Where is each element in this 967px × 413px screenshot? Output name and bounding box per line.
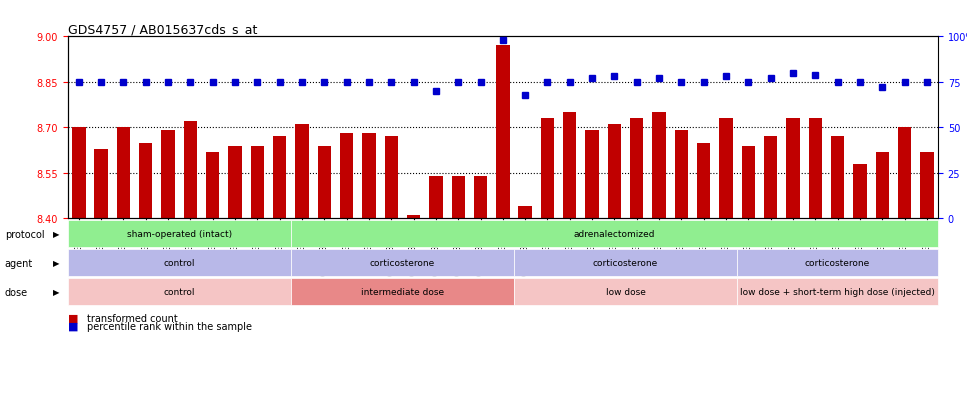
- Text: corticosterone: corticosterone: [369, 259, 435, 268]
- Bar: [161, 131, 175, 219]
- Bar: [95, 149, 108, 219]
- Bar: [340, 134, 353, 219]
- Text: GDS4757 / AB015637cds_s_at: GDS4757 / AB015637cds_s_at: [68, 23, 257, 36]
- Text: intermediate dose: intermediate dose: [361, 288, 444, 297]
- Bar: [295, 125, 308, 219]
- Bar: [719, 119, 733, 219]
- Bar: [363, 134, 375, 219]
- Bar: [228, 146, 242, 219]
- Text: control: control: [163, 288, 195, 297]
- Text: agent: agent: [5, 258, 33, 268]
- Text: ■: ■: [68, 313, 78, 323]
- Bar: [541, 119, 554, 219]
- Bar: [630, 119, 643, 219]
- Text: low dose: low dose: [605, 288, 646, 297]
- Text: adrenalectomized: adrenalectomized: [573, 230, 656, 239]
- Text: low dose + short-term high dose (injected): low dose + short-term high dose (injecte…: [740, 288, 935, 297]
- Bar: [786, 119, 800, 219]
- Bar: [474, 176, 487, 219]
- Text: ■: ■: [68, 321, 78, 331]
- Bar: [273, 137, 286, 219]
- Bar: [496, 46, 510, 219]
- Bar: [831, 137, 844, 219]
- Text: transformed count: transformed count: [87, 313, 178, 323]
- Bar: [184, 122, 197, 219]
- Bar: [206, 152, 220, 219]
- Bar: [317, 146, 331, 219]
- Bar: [808, 119, 822, 219]
- Bar: [563, 113, 576, 219]
- Text: ▶: ▶: [53, 259, 60, 268]
- Bar: [117, 128, 131, 219]
- Bar: [139, 143, 153, 219]
- Bar: [853, 164, 866, 219]
- Text: percentile rank within the sample: percentile rank within the sample: [87, 321, 252, 331]
- Bar: [921, 152, 933, 219]
- Bar: [250, 146, 264, 219]
- Bar: [675, 131, 689, 219]
- Text: corticosterone: corticosterone: [593, 259, 659, 268]
- Bar: [742, 146, 755, 219]
- Bar: [518, 207, 532, 219]
- Bar: [407, 216, 421, 219]
- Bar: [607, 125, 621, 219]
- Text: ▶: ▶: [53, 230, 60, 239]
- Bar: [897, 128, 911, 219]
- Text: sham-operated (intact): sham-operated (intact): [127, 230, 232, 239]
- Bar: [697, 143, 711, 219]
- Bar: [875, 152, 889, 219]
- Bar: [452, 176, 465, 219]
- Text: dose: dose: [5, 287, 28, 297]
- Bar: [653, 113, 665, 219]
- Text: corticosterone: corticosterone: [805, 259, 870, 268]
- Text: control: control: [163, 259, 195, 268]
- Bar: [73, 128, 85, 219]
- Text: ▶: ▶: [53, 288, 60, 297]
- Bar: [385, 137, 398, 219]
- Bar: [764, 137, 777, 219]
- Bar: [585, 131, 599, 219]
- Text: protocol: protocol: [5, 229, 44, 240]
- Bar: [429, 176, 443, 219]
